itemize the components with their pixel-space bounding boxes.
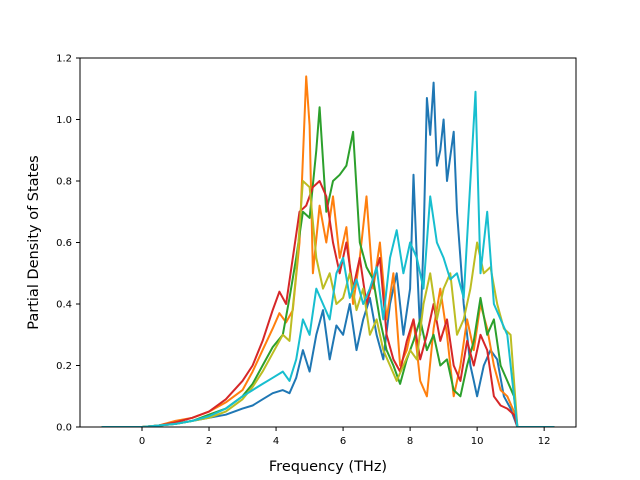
x-tick-label: 12 [538,436,551,447]
series-line-4 [101,180,555,427]
x-tick-label: 4 [273,436,279,447]
series-layer [101,75,555,427]
x-tick-label: 8 [407,436,413,447]
y-tick-label: 0.2 [56,361,72,372]
y-tick-label: 1.2 [56,54,72,65]
x-axis-ticks: 0 2 4 6 8 10 12 [139,427,551,447]
y-tick-label: 0.8 [56,177,72,188]
y-axis-ticks: 0.0 0.2 0.4 0.6 0.8 1.0 1.2 [56,54,80,434]
x-axis-label: Frequency (THz) [269,459,387,475]
series-line-3 [101,106,555,427]
x-tick-label: 6 [340,436,346,447]
x-tick-label: 2 [206,436,212,447]
series-line-6 [101,90,555,427]
y-tick-label: 0.4 [56,300,72,311]
series-line-5 [101,180,555,427]
x-tick-label: 0 [139,436,145,447]
y-axis-label: Partial Density of States [26,155,42,329]
y-tick-label: 1.0 [56,115,72,126]
x-tick-label: 10 [471,436,484,447]
y-tick-label: 0.6 [56,238,72,249]
y-tick-label: 0.0 [56,423,72,434]
